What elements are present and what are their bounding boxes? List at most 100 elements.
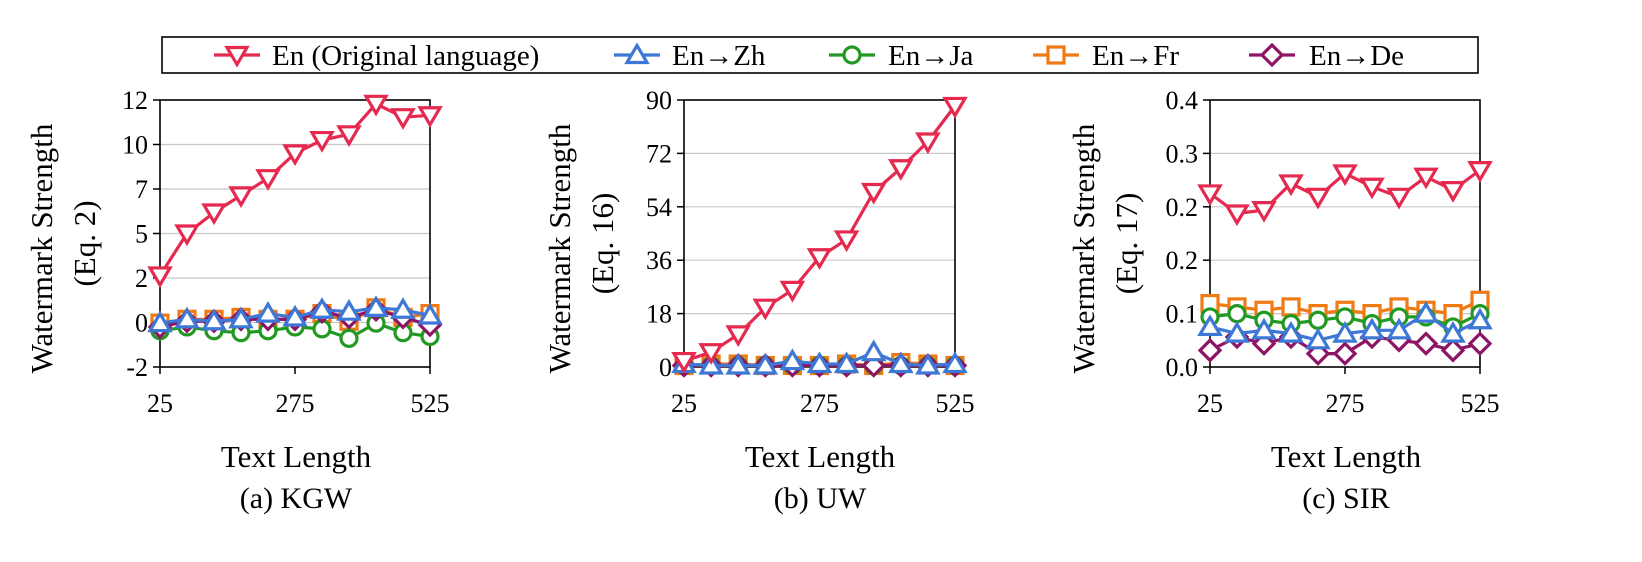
- data-point-triangle-up-icon: [1359, 317, 1385, 340]
- x-tick-label: 25: [671, 389, 697, 418]
- y-tick-label: 7: [135, 175, 148, 204]
- data-point-triangle-down-icon: [228, 186, 254, 209]
- x-axis-label: Text Length: [221, 439, 372, 474]
- data-point-triangle-down-icon: [1332, 164, 1358, 187]
- data-point-circle-icon: [1308, 310, 1328, 330]
- data-point-triangle-up-icon: [201, 308, 227, 331]
- y-tick-label: 54: [646, 193, 672, 222]
- y-tick-label: 0.3: [1166, 139, 1199, 168]
- data-point-triangle-down-icon: [779, 280, 806, 303]
- x-tick-label: 275: [1326, 389, 1365, 418]
- data-point-circle-icon: [339, 328, 359, 348]
- data-point-triangle-down-icon: [390, 108, 416, 130]
- data-point-triangle-down-icon: [1467, 160, 1493, 183]
- data-point-triangle-down-icon: [1197, 184, 1223, 207]
- y-tick-label: 0.2: [1166, 193, 1199, 222]
- data-point-triangle-down-icon: [1278, 174, 1304, 197]
- chart-caption: (a) KGW: [240, 482, 353, 515]
- legend-item-en-to-de: En→De: [1249, 40, 1404, 72]
- data-point-triangle-down-icon: [698, 343, 724, 365]
- x-tick-label: 25: [147, 389, 173, 418]
- y-tick-label: 10: [122, 131, 148, 160]
- data-point-triangle-up-icon: [1440, 320, 1466, 343]
- chart-caption: (c) SIR: [1302, 482, 1389, 515]
- series-line: [683, 104, 957, 363]
- data-point-triangle-down-icon: [417, 106, 443, 128]
- series-en-to-ja: [1200, 304, 1490, 337]
- series-en-to-zh: [1197, 300, 1493, 350]
- data-point-triangle-down-icon: [806, 248, 833, 270]
- chart-caption: (b) UW: [774, 482, 867, 515]
- legend-marker-diamond-icon: [1259, 42, 1285, 68]
- data-point-triangle-down-icon: [363, 94, 389, 117]
- data-point-diamond-icon: [1440, 338, 1466, 363]
- legend-item-en-to-zh: En→Zh: [614, 40, 766, 72]
- data-point-triangle-down-icon: [1440, 181, 1466, 203]
- legend: En (Original language) En→Zh En→Ja En→Fr En→…: [161, 36, 1479, 74]
- plot-frame: [683, 99, 956, 368]
- data-point-triangle-up-icon: [282, 304, 308, 327]
- y-tick-label: -2: [126, 353, 148, 382]
- data-point-triangle-up-icon: [1386, 317, 1412, 340]
- data-point-triangle-up-icon: [255, 300, 281, 323]
- data-point-diamond-icon: [1413, 331, 1439, 356]
- x-axis-label: Text Length: [1271, 439, 1422, 474]
- legend-marker-circle-icon: [842, 45, 862, 65]
- data-point-triangle-up-icon: [228, 306, 254, 329]
- data-point-triangle-down-icon: [309, 130, 335, 153]
- data-point-triangle-up-icon: [1251, 317, 1277, 340]
- y-tick-label: 72: [646, 139, 672, 168]
- data-point-triangle-down-icon: [1413, 167, 1439, 190]
- data-point-triangle-up-icon: [174, 306, 200, 329]
- data-point-circle-icon: [1227, 304, 1247, 324]
- data-point-triangle-down-icon: [833, 230, 860, 253]
- panels: -2 0 25 7 10 12 25 275 525 Text Length Watermark S…: [24, 86, 1500, 515]
- legend-label: En→Ja: [888, 40, 974, 72]
- data-point-triangle-down-icon: [336, 125, 362, 147]
- data-point-triangle-down-icon: [942, 96, 968, 119]
- y-axis-label-equation: (Eq. 2): [67, 200, 102, 286]
- y-tick-label: 0: [135, 309, 148, 338]
- data-point-triangle-down-icon: [1359, 177, 1385, 200]
- legend-label: En→De: [1309, 40, 1404, 72]
- data-point-triangle-up-icon: [833, 351, 860, 374]
- series-line: [158, 102, 431, 277]
- x-axis-label: Text Length: [745, 439, 896, 474]
- data-point-triangle-up-icon: [147, 310, 173, 333]
- y-tick-label: 12: [122, 86, 148, 115]
- data-point-triangle-up-icon: [309, 297, 335, 319]
- data-point-triangle-down-icon: [201, 203, 227, 226]
- y-tick-label: 36: [646, 246, 672, 275]
- y-tick-label: 2: [135, 264, 148, 293]
- data-point-triangle-up-icon: [390, 297, 416, 319]
- data-point-triangle-up-icon: [860, 339, 887, 362]
- legend-item-en-to-fr: En→Fr: [1033, 40, 1179, 72]
- x-tick-label: 525: [411, 389, 450, 418]
- legend-label: En (Original language): [272, 40, 539, 72]
- data-point-triangle-up-icon: [336, 299, 362, 321]
- y-tick-label: 0.0: [1166, 353, 1199, 382]
- y-tick-label: 18: [646, 300, 672, 329]
- series-en-to-zh: [147, 295, 443, 333]
- y-tick-label: 0.2: [1166, 246, 1199, 275]
- data-point-triangle-up-icon: [1197, 314, 1223, 337]
- data-point-diamond-icon: [1467, 331, 1493, 356]
- y-axis-label: Watermark Strength: [542, 123, 577, 373]
- data-point-triangle-up-icon: [942, 351, 968, 374]
- data-point-triangle-down-icon: [147, 266, 173, 289]
- legend-marker-triangle-down-icon: [224, 45, 250, 68]
- data-point-triangle-up-icon: [1224, 320, 1250, 343]
- legend-label: En→Fr: [1092, 40, 1179, 72]
- chart-panel-c-sir: 0.0 0.1 0.2 0.2 0.3 0.4 25 275 525 Text Length Wat…: [1066, 86, 1500, 515]
- data-point-diamond-icon: [1332, 341, 1358, 366]
- data-point-triangle-up-icon: [779, 348, 806, 371]
- data-point-triangle-down-icon: [860, 182, 887, 205]
- x-tick-label: 525: [936, 389, 975, 418]
- data-point-triangle-down-icon: [282, 144, 308, 167]
- data-point-square-icon: [1281, 297, 1301, 317]
- y-tick-label: 90: [646, 86, 672, 115]
- y-axis-label-equation: (Eq. 17): [1109, 193, 1144, 295]
- data-point-triangle-up-icon: [752, 352, 779, 375]
- chart-panel-b-uw: 0 18 36 54 72 90 25 275 525 Text Length Watermark …: [542, 86, 975, 515]
